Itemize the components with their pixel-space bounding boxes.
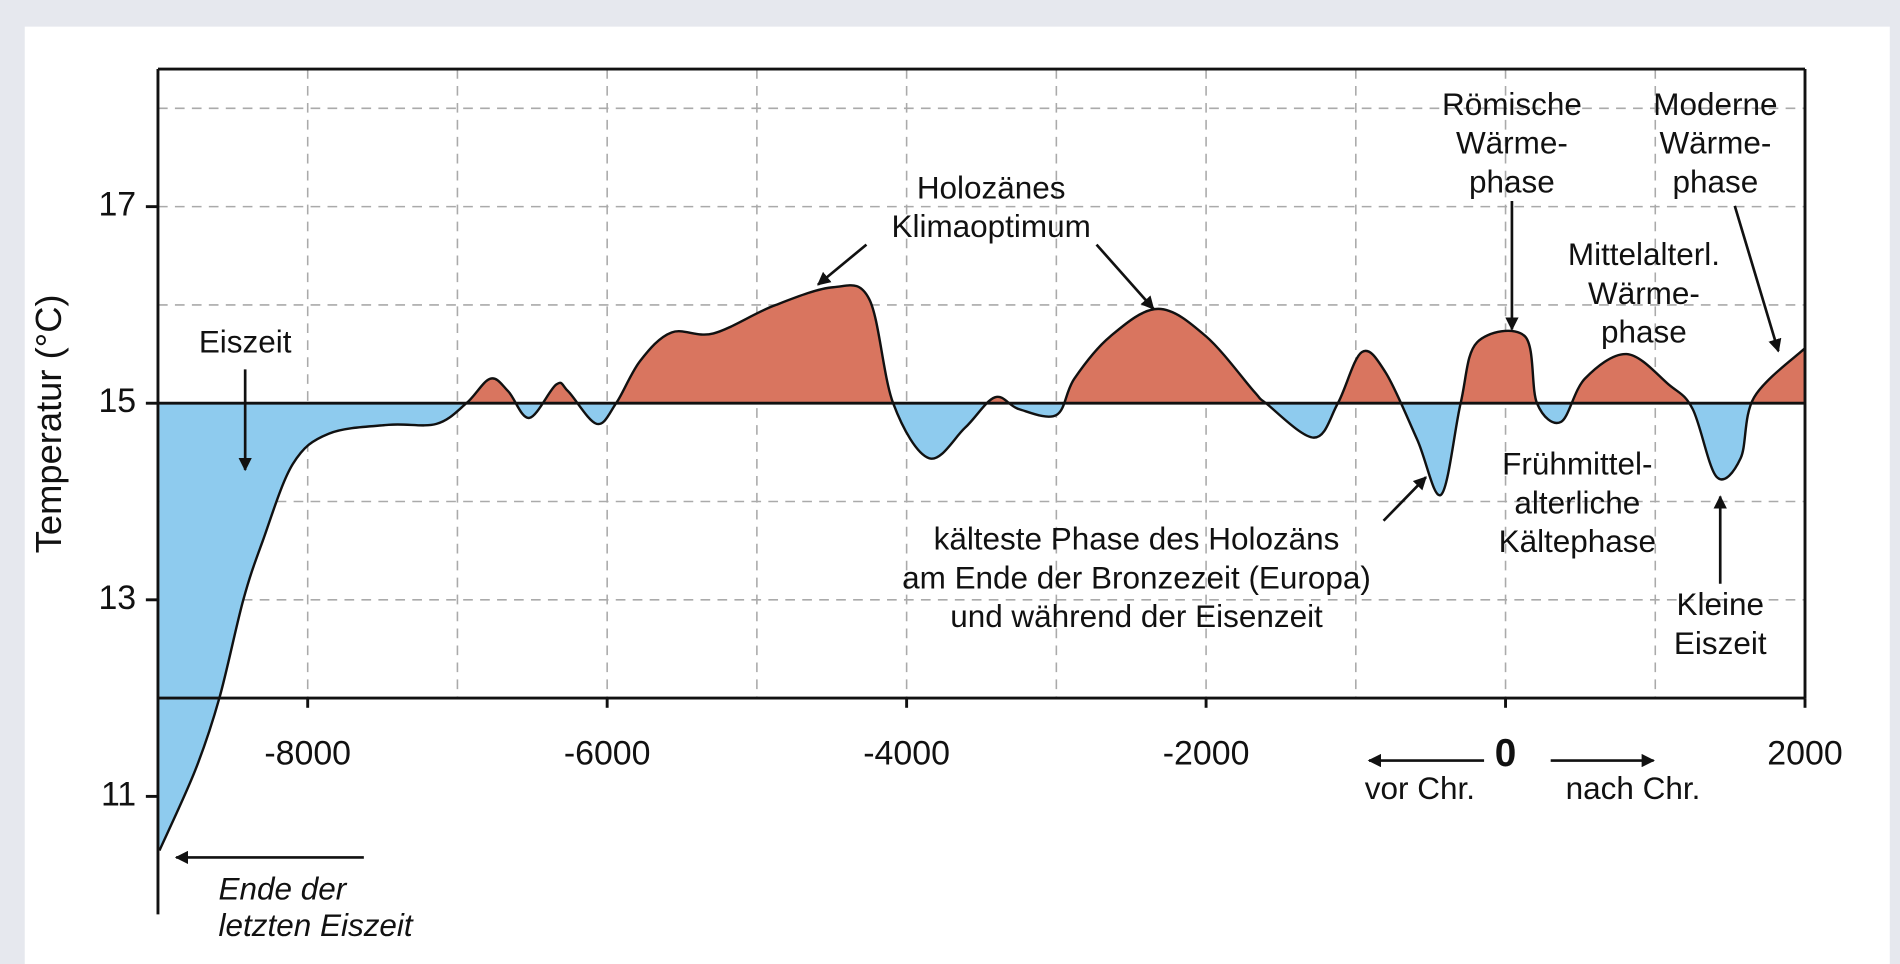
annotation: letzten Eiszeit [219,908,414,943]
direction-label: nach Chr. [1566,771,1701,806]
direction-label: vor Chr. [1365,771,1475,806]
annotation: kälteste Phase des Holozäns [934,522,1340,557]
annotation: Eiszeit [1674,626,1767,661]
annotation: phase [1673,164,1759,199]
plot [157,284,1806,851]
annotation: und während der Eisenzeit [950,599,1323,634]
annotation: Wärme- [1456,126,1568,161]
annotation: Kältephase [1499,524,1656,559]
annotation: phase [1601,315,1687,350]
panel [24,26,1890,964]
annotation: Römische [1442,87,1582,122]
annotation: Holozänes [917,170,1066,205]
y-axis-label: Temperatur (°C) [28,294,69,553]
arrow [816,243,868,286]
x-tick-label: -6000 [564,735,651,773]
x-tick-label: -8000 [264,735,351,773]
x-tick-label: -4000 [863,735,950,773]
annotation: Wärme- [1659,126,1771,161]
annotation: Frühmittel- [1502,447,1652,482]
arrow [1095,243,1155,310]
y-tick-label: 11 [101,775,136,813]
x-tick-label: -2000 [1163,735,1250,773]
annotation: Kleine [1676,587,1763,622]
y-tick-label: 13 [98,579,136,617]
arrow [1382,476,1427,522]
arrow [1733,205,1782,353]
annotation: Klimaoptimum [891,209,1090,244]
x-tick-label: 2000 [1767,735,1842,773]
annotation: Mittelalterl. [1568,237,1720,272]
annotation: Ende der [219,872,348,907]
annotation: phase [1469,164,1555,199]
annotation: Eiszeit [199,324,292,359]
y-tick-label: 15 [98,382,136,420]
overlay: 11 13 15 17 -8000 -6000 -4000 -2000 0 2000 Eiszeit… [98,67,1843,943]
annotation: alterliche [1514,485,1640,520]
annotation: Moderne [1653,87,1777,122]
y-tick-label: 17 [98,186,136,224]
x-tick-label: 0 [1495,732,1517,775]
annotation: Wärme- [1588,276,1700,311]
annotation: am Ende der Bronzezeit (Europa) [902,560,1371,595]
